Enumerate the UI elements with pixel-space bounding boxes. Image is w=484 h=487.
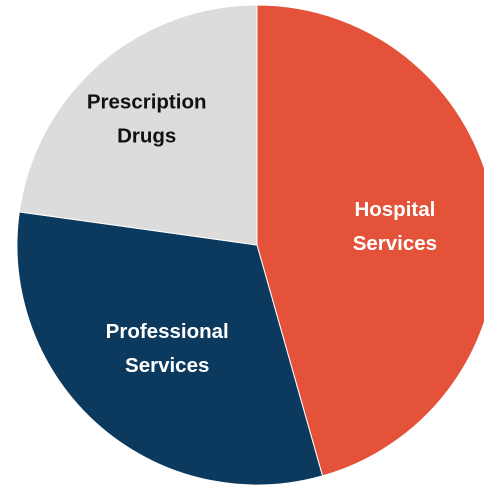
pie-slice-label-line: Services bbox=[125, 354, 209, 377]
pie-slice-hospital-services bbox=[256, 4, 484, 477]
pie-labels: Hospital Services Professional Services Pres… bbox=[87, 90, 437, 377]
pie-slice-label: Professional Services bbox=[106, 320, 229, 377]
pie-slice-label: Prescription Drugs bbox=[87, 90, 207, 147]
pie-slice-label-line: Professional bbox=[106, 320, 229, 343]
pie-slice-label-line: Hospital bbox=[354, 198, 435, 221]
pie-slice-label: Hospital Services bbox=[353, 198, 437, 255]
pie-slice-prescription-drugs bbox=[18, 4, 258, 246]
pie-slice-label-line: Drugs bbox=[117, 124, 176, 147]
pie-slice-professional-services bbox=[16, 211, 324, 486]
pie-slices bbox=[16, 4, 484, 486]
pie-slice-label-line: Services bbox=[353, 232, 437, 255]
pie-slice-label-line: Prescription bbox=[87, 90, 207, 113]
